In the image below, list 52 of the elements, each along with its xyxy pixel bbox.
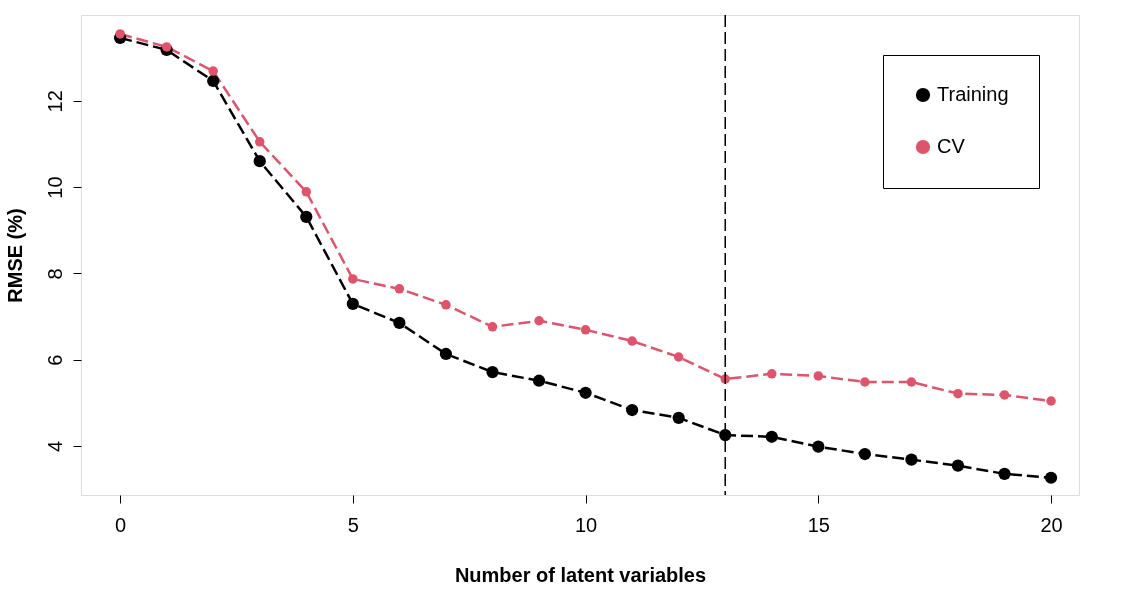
point	[767, 369, 777, 379]
point	[626, 403, 639, 417]
point	[534, 316, 544, 326]
x-tick-label: 20	[1040, 513, 1063, 536]
point	[255, 137, 265, 147]
y-tick-label: 10	[43, 176, 66, 199]
point	[813, 371, 824, 381]
point	[998, 467, 1011, 480]
y-axis-title: RMSE (%)	[3, 208, 26, 303]
x-tick-label: 10	[574, 513, 598, 536]
x-axis-title: Number of latent variables	[454, 563, 707, 586]
x-tick-label: 5	[347, 513, 359, 536]
point	[627, 336, 637, 346]
point	[346, 297, 359, 311]
point	[394, 284, 405, 294]
point	[348, 274, 358, 284]
point	[812, 440, 825, 453]
legend-label: CV	[937, 135, 966, 157]
point	[858, 447, 871, 461]
point	[253, 155, 266, 168]
y-tick-label: 12	[43, 90, 66, 113]
point	[486, 365, 499, 379]
point	[441, 300, 451, 310]
point	[300, 210, 313, 223]
point	[999, 390, 1010, 400]
legend-label: Training	[937, 83, 1009, 105]
point	[161, 42, 172, 52]
x-tick-label: 15	[807, 513, 830, 536]
point	[580, 325, 591, 335]
point	[393, 316, 406, 330]
point	[953, 388, 963, 399]
point	[860, 377, 870, 387]
point	[207, 74, 220, 88]
point	[906, 377, 917, 387]
point	[487, 322, 498, 332]
y-tick-label: 6	[43, 354, 66, 366]
x-tick-label: 0	[115, 513, 127, 536]
point	[673, 352, 684, 362]
point	[951, 459, 965, 472]
point	[532, 374, 546, 387]
point	[1044, 471, 1058, 484]
point	[765, 430, 778, 443]
y-tick-label: 8	[43, 268, 66, 280]
point	[301, 187, 312, 197]
point	[115, 29, 125, 39]
point	[672, 411, 685, 424]
y-tick-label: 4	[43, 440, 66, 452]
point	[439, 347, 453, 361]
point	[1046, 396, 1056, 406]
point	[905, 453, 918, 466]
point	[208, 66, 218, 76]
point	[579, 386, 592, 399]
